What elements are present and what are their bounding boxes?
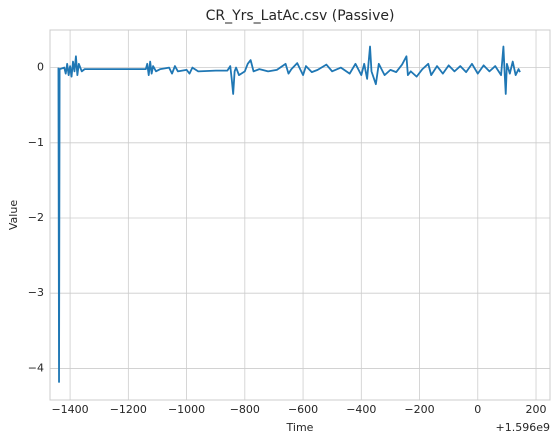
y-tick-label: −2 [28,211,44,224]
x-tick-label: −1400 [51,403,88,416]
chart-title: CR_Yrs_LatAc.csv (Passive) [206,8,395,24]
y-tick-label: −4 [28,361,44,374]
x-tick-label: −400 [346,403,376,416]
x-tick-label: 0 [474,403,481,416]
plot-area [49,29,551,401]
y-axis-label: Value [7,200,20,230]
x-tick-label: −200 [404,403,434,416]
x-tick-label: −800 [230,403,260,416]
x-tick-label: −600 [288,403,318,416]
x-tick-label: −1000 [168,403,205,416]
x-offset-label: +1.596e9 [496,421,550,434]
x-axis-label: Time [286,421,314,434]
data-line [57,45,521,383]
y-tick-label: −1 [28,136,44,149]
x-tick-label: −1200 [110,403,147,416]
x-tick-label: 200 [526,403,547,416]
y-tick-label: −3 [28,286,44,299]
y-tick-label: 0 [37,61,44,74]
